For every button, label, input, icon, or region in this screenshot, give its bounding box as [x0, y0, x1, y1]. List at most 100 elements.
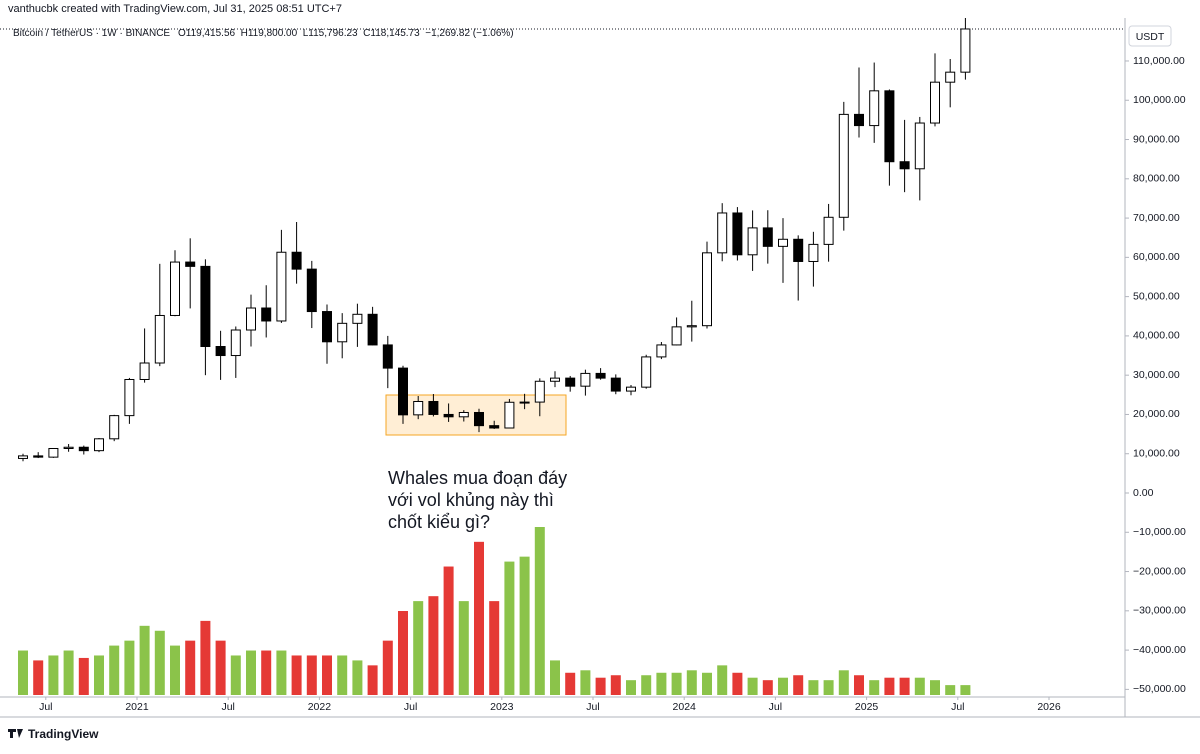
- y-tick-label: −20,000.00: [1133, 565, 1186, 577]
- candle-body: [899, 161, 910, 170]
- volume-bar: [215, 640, 226, 695]
- candle-body: [215, 346, 226, 357]
- symbol: Bitcoin / TetherUS · 1W · BINANCE: [13, 28, 170, 39]
- y-tick-label: −40,000.00: [1133, 644, 1186, 656]
- volume-bar: [322, 655, 332, 695]
- candle-body: [398, 367, 408, 416]
- volume-bar: [914, 677, 925, 695]
- currency-box: [1128, 25, 1172, 47]
- volume-bar: [504, 561, 515, 695]
- candle-body: [823, 216, 834, 245]
- volume-bar: [793, 675, 804, 695]
- volume-bar: [762, 680, 773, 695]
- volume-bar: [595, 677, 606, 695]
- candle-body: [641, 356, 652, 388]
- volume-bar: [200, 620, 211, 695]
- candle-body: [124, 378, 135, 417]
- volume-bar: [747, 677, 758, 695]
- candle-body: [778, 238, 788, 247]
- candle-body: [838, 113, 849, 218]
- candle-body: [686, 325, 697, 328]
- candle-body: [291, 251, 302, 270]
- volume-bar: [78, 657, 89, 695]
- y-tick-label: −50,000.00: [1133, 683, 1186, 695]
- annotation: với vol khủng này thì: [388, 490, 554, 510]
- candle-body: [580, 372, 591, 387]
- candle-body: [489, 425, 500, 429]
- volume-bar: [474, 541, 484, 695]
- y-tick-label: 30,000.00: [1133, 369, 1180, 381]
- y-tick-label: 110,000.00: [1133, 55, 1185, 67]
- candle-body: [869, 90, 880, 127]
- annotation: chốt kiểu gì?: [388, 512, 490, 532]
- x-tick-label: Jul: [39, 701, 52, 713]
- x-tick-label: 2024: [673, 701, 697, 713]
- volume-bar: [33, 660, 44, 695]
- x-tick-label: Jul: [404, 701, 417, 713]
- volume-bar: [352, 660, 363, 695]
- volume-bar: [276, 650, 287, 695]
- candle-body: [762, 227, 773, 247]
- candle-body: [565, 377, 576, 387]
- candle-body: [443, 413, 454, 418]
- volume-bar: [854, 675, 864, 695]
- volume-bar: [960, 685, 971, 695]
- candle-body: [33, 455, 44, 458]
- candle-body: [200, 265, 211, 348]
- volume-bar: [899, 677, 910, 695]
- candle-body: [276, 251, 287, 322]
- candle-body: [747, 227, 758, 256]
- candle-body: [382, 344, 393, 369]
- candle-body: [261, 307, 272, 322]
- volume-bar: [306, 655, 317, 695]
- candle-body: [230, 329, 241, 357]
- candle-body: [109, 415, 120, 440]
- x-tick-label: 2023: [490, 701, 514, 713]
- footer: TradingView: [28, 727, 99, 741]
- volume-bar: [428, 596, 439, 695]
- volume-bar: [838, 670, 849, 695]
- candle-body: [458, 411, 469, 418]
- candle-body: [656, 344, 667, 358]
- candle-body: [48, 448, 59, 458]
- candle-body: [671, 326, 682, 346]
- volume-bar: [185, 640, 196, 695]
- x-tick-label: 2025: [855, 701, 879, 713]
- plot-area: [18, 18, 971, 695]
- volume-bar: [63, 650, 74, 695]
- volume-bar: [808, 680, 819, 695]
- volume-bar: [261, 650, 272, 695]
- volume-bar: [170, 645, 180, 695]
- volume-bar: [94, 655, 104, 695]
- volume-bar: [930, 680, 940, 695]
- volume-bar: [398, 611, 408, 695]
- candle-body: [550, 377, 560, 382]
- volume-bar: [246, 650, 256, 695]
- volume-bar: [458, 601, 469, 695]
- volume-bar: [291, 655, 302, 695]
- candle-body: [808, 243, 819, 262]
- volume-bar: [48, 655, 59, 695]
- volume-bar: [139, 625, 150, 695]
- y-tick-label: −30,000.00: [1133, 605, 1186, 617]
- x-tick-label: 2026: [1037, 701, 1061, 713]
- volume-bar: [626, 680, 636, 695]
- volume-bar: [732, 672, 743, 695]
- candle-body: [94, 438, 104, 452]
- candle-body: [884, 90, 895, 163]
- y-tick-label: 50,000.00: [1133, 290, 1180, 302]
- volume-bar: [489, 601, 500, 695]
- volume-bar: [413, 601, 424, 695]
- volume-bar: [109, 645, 120, 695]
- candle-body: [914, 122, 925, 170]
- candle-body: [717, 212, 728, 254]
- header: vanthucbk created with TradingView.com, …: [8, 3, 342, 15]
- candle-body: [960, 28, 971, 73]
- candle-body: [595, 372, 606, 379]
- volume-bar: [580, 670, 591, 695]
- y-tick-label: 70,000.00: [1133, 212, 1180, 224]
- volume-bar: [641, 675, 652, 695]
- volume-bar: [230, 655, 241, 695]
- volume-bar: [124, 640, 135, 695]
